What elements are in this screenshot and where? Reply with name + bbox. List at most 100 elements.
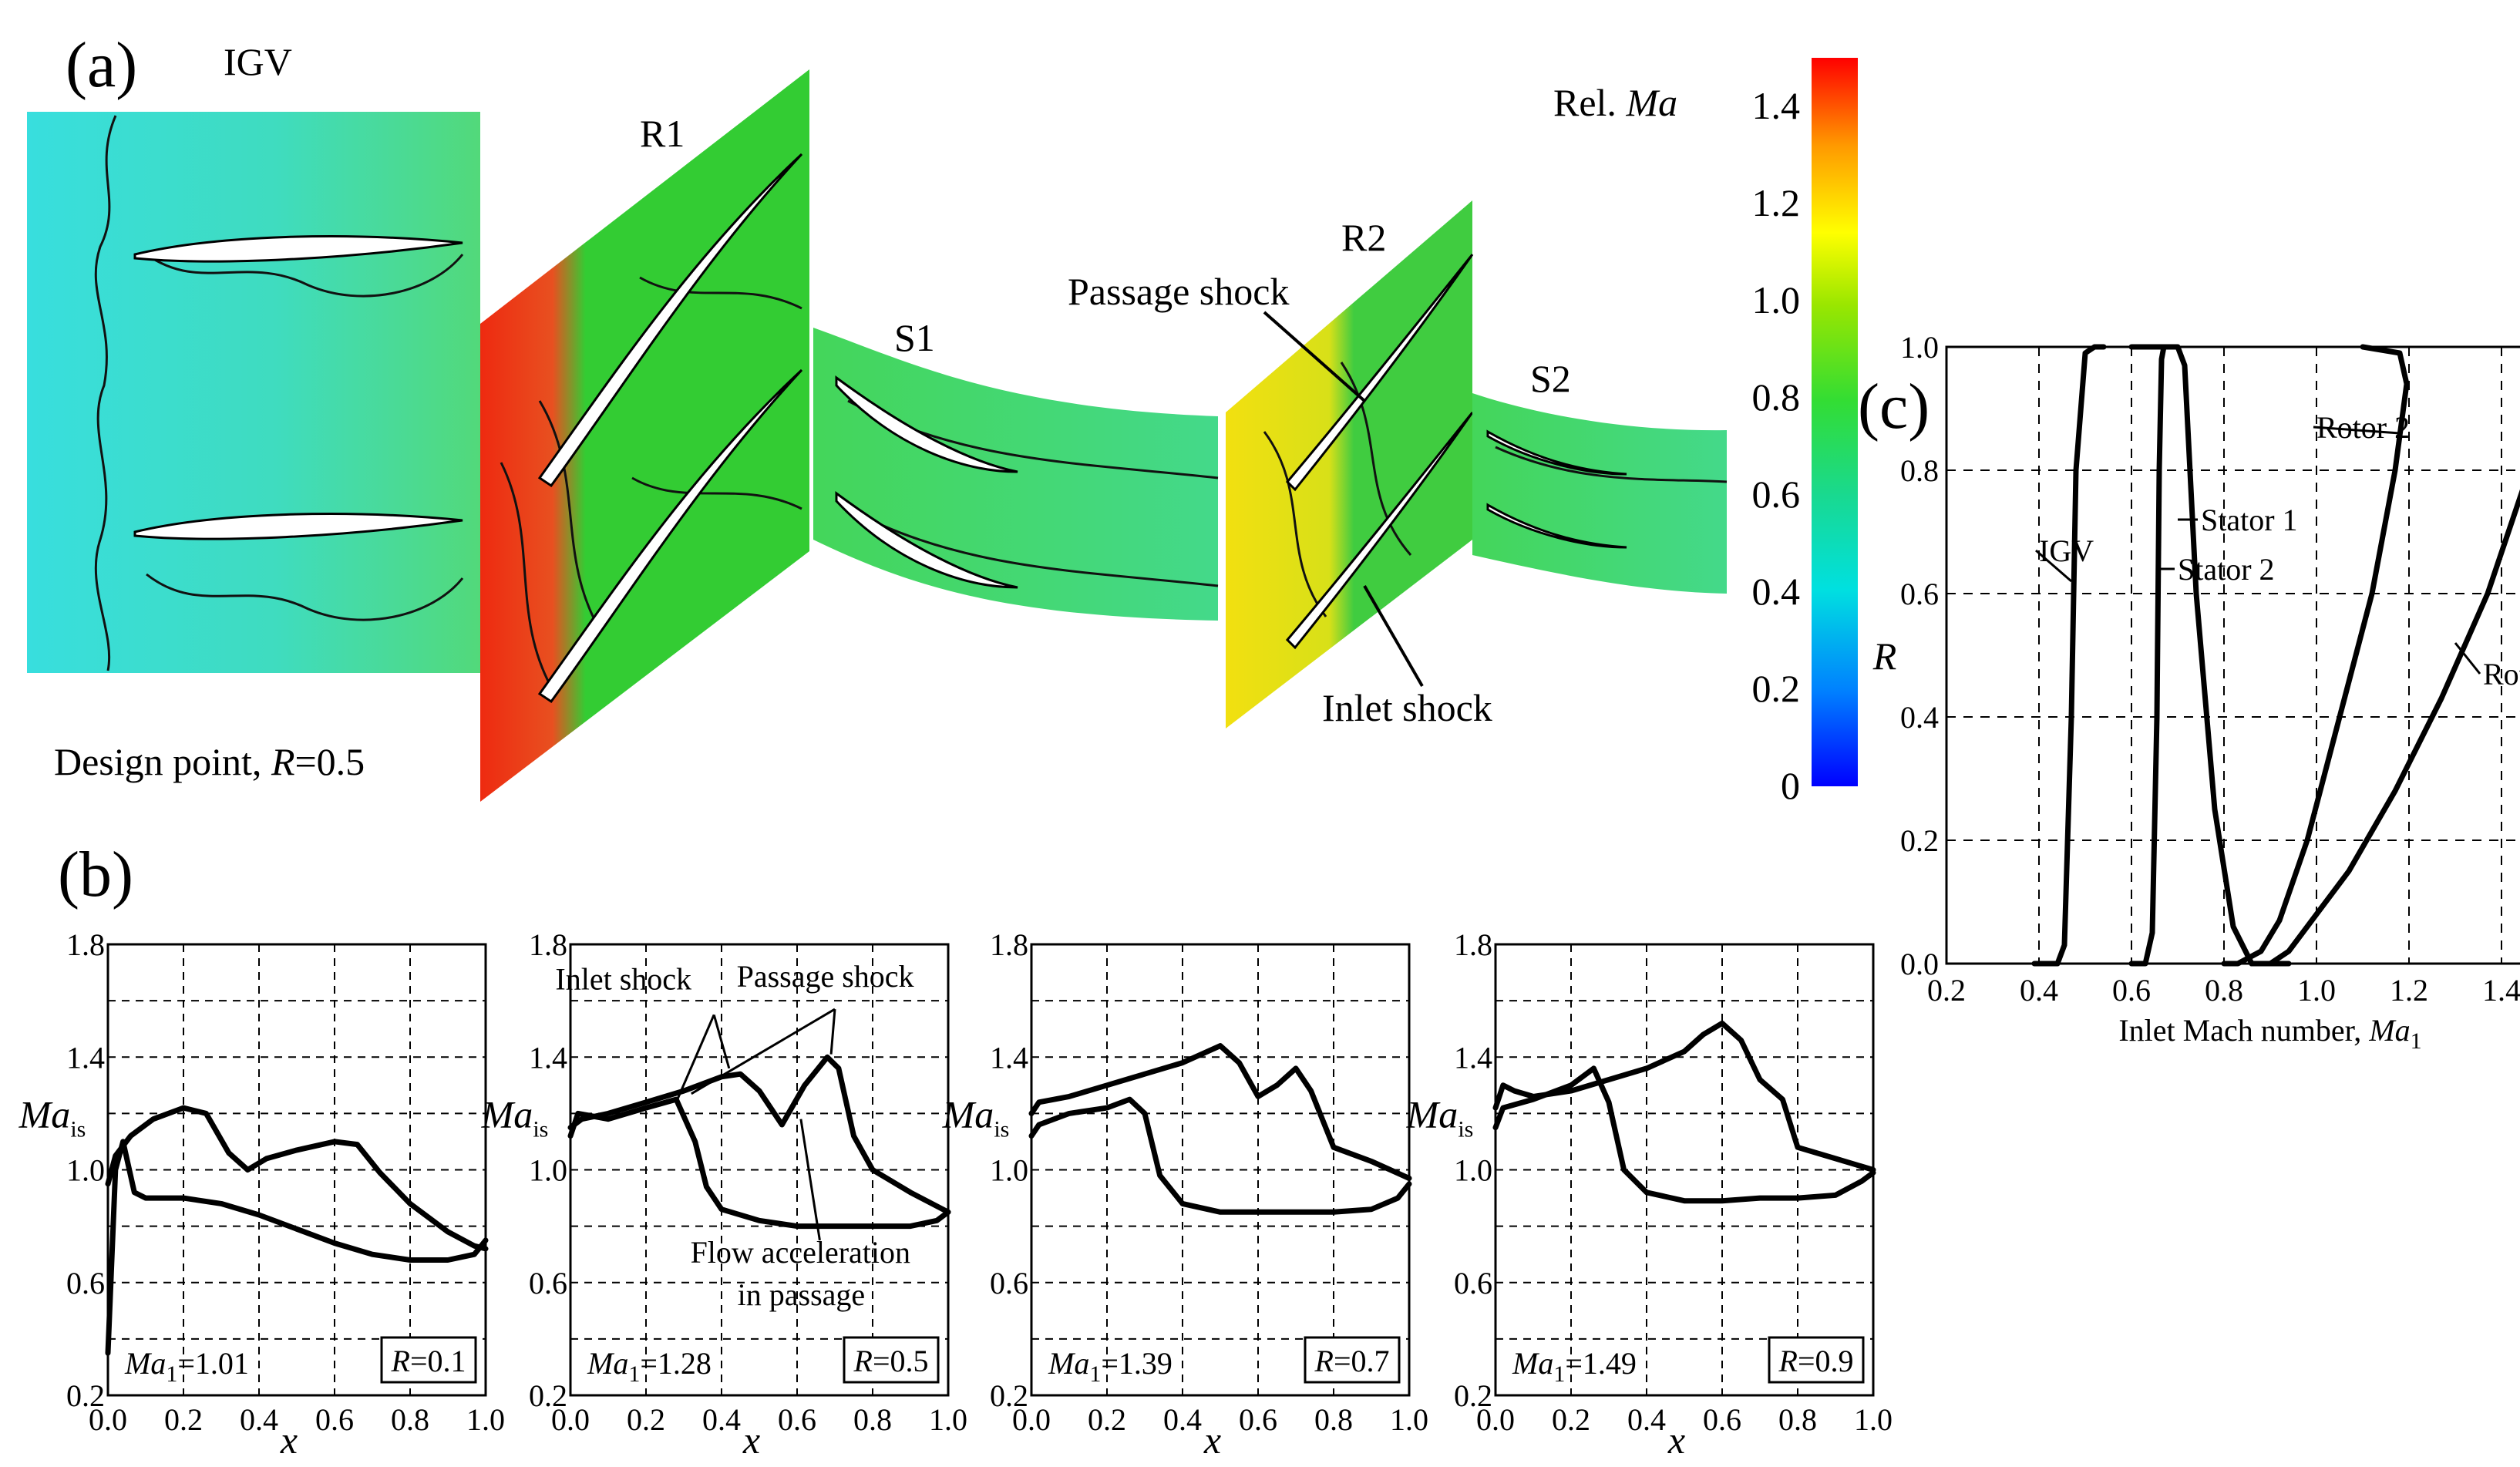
y-tick-label: 1.4	[990, 1040, 1028, 1075]
series-label: Rotor 1	[2483, 657, 2520, 691]
r1-row: R1	[480, 69, 809, 802]
series-line-lower	[1492, 1065, 1876, 1204]
x-tick-label: 0.8	[1778, 1402, 1817, 1437]
x-tick-label: 0.0	[1012, 1402, 1051, 1437]
x-tick-label: 0.2	[1088, 1402, 1126, 1437]
colorbar-tick-label: 0.2	[1752, 667, 1801, 710]
flow-acceleration-annotation: in passage	[738, 1277, 866, 1312]
x-tick-label: 0.4	[1627, 1402, 1666, 1437]
r2-contour-line	[1263, 431, 1327, 617]
series-label: Stator 1	[2201, 503, 2298, 537]
y-tick-label: 0.6	[990, 1266, 1028, 1300]
series-label-leader	[2035, 549, 2072, 583]
panel-a: (a) IGV R1 S1	[27, 29, 1858, 807]
y-tick-label: 1.0	[1900, 330, 1939, 365]
s1-blade	[835, 491, 1018, 589]
series-line-upper	[1028, 1043, 1412, 1181]
x-tick-label: 0.6	[778, 1402, 816, 1437]
y-tick-label: 0.2	[1454, 1378, 1492, 1413]
y-tick-label: 1.8	[990, 927, 1028, 962]
annotation-leader	[829, 1008, 836, 1055]
y-tick-label: 0.6	[1900, 577, 1939, 611]
series-line-lower	[567, 1096, 951, 1230]
colorbar-ticks: 0 0.2 0.4 0.6 0.8 1.0 1.2 1.4	[1752, 84, 1801, 807]
r2-row: R2	[1226, 200, 1474, 728]
x-tick-label: 0.4	[1163, 1402, 1202, 1437]
passage-shock-leader	[1263, 311, 1366, 402]
inlet-mach-label: Ma1=1.39	[1048, 1346, 1173, 1387]
s1-row-label: S1	[894, 316, 935, 359]
r1-contour-field	[480, 69, 809, 802]
x-axis-label: x	[1667, 1418, 1685, 1462]
y-tick-label: 0.0	[1900, 947, 1939, 981]
chart-b3: 0.0 0.2 0.4 0.6 0.8 1.00.20.61.01.41.8xMaisMa…	[942, 927, 1428, 1462]
series-line-rotor-1	[2249, 489, 2520, 967]
s1-contour-field	[813, 328, 1218, 621]
inlet-mach-label: Ma1=1.28	[587, 1346, 712, 1387]
s2-blade	[1486, 429, 1627, 476]
series-line-upper	[567, 1054, 951, 1215]
series-label-leader	[2313, 426, 2401, 435]
s1-blade	[835, 375, 1018, 473]
x-tick-label: 0.0	[89, 1402, 127, 1437]
y-tick-label: 0.6	[1454, 1266, 1492, 1300]
r2-blade	[1285, 254, 1474, 492]
colorbar-tick-label: 1.2	[1752, 181, 1801, 224]
y-axis-label: R	[1872, 634, 1897, 678]
y-tick-label: 1.4	[66, 1040, 105, 1075]
series-line-lower	[1028, 1096, 1412, 1215]
x-tick-label: 1.2	[2390, 973, 2428, 1008]
igv-row-label: IGV	[224, 40, 292, 83]
y-tick-label: 0.2	[1900, 823, 1939, 858]
x-tick-label: 0.4	[702, 1402, 741, 1437]
series-line-upper	[1492, 1020, 1876, 1173]
x-tick-label: 1.0	[1854, 1402, 1893, 1437]
series-label: IGV	[2039, 533, 2094, 568]
x-tick-label: 0.6	[1239, 1402, 1277, 1437]
panel-c: (c) 0.20.40.60.81.01.21.41.60.00.20.40.6…	[1858, 330, 2520, 1054]
y-tick-label: 0.2	[66, 1378, 105, 1413]
series-line-stator-2	[2128, 344, 2172, 967]
y-tick-label: 0.6	[529, 1266, 567, 1300]
r2-blade	[1285, 412, 1474, 650]
series-line-upper	[105, 1105, 489, 1252]
y-tick-label: 1.4	[529, 1040, 567, 1075]
series-line-rotor-2	[2221, 344, 2410, 967]
x-tick-label: 1.4	[2482, 973, 2520, 1008]
s1-row: S1	[813, 316, 1219, 621]
y-tick-label: 1.4	[1454, 1040, 1492, 1075]
y-axis-label: Mais	[1406, 1093, 1474, 1142]
r-value-box	[380, 1336, 477, 1384]
r1-row-label: R1	[640, 112, 685, 155]
igv-blade	[133, 513, 463, 540]
igv-blade	[133, 235, 463, 263]
s2-contour-field	[1472, 393, 1727, 594]
y-axis-label: Mais	[481, 1093, 549, 1142]
igv-contour-line	[146, 573, 464, 621]
x-tick-label: 0.6	[2112, 973, 2151, 1008]
annotation-leader	[691, 1008, 836, 1095]
plot-frame	[1945, 345, 2520, 965]
x-axis-label: x	[742, 1418, 760, 1462]
series-line-lower	[105, 1139, 489, 1356]
colorbar-tick-label: 0.6	[1752, 473, 1801, 516]
igv-contour-line	[94, 115, 117, 671]
passage-shock-label: Passage shock	[1068, 270, 1289, 313]
r1-blade	[537, 153, 803, 488]
y-tick-label: 1.8	[1454, 927, 1492, 962]
chart-b4: 0.0 0.2 0.4 0.6 0.8 1.00.20.61.01.41.8xMaisMa…	[1406, 927, 1893, 1462]
x-tick-label: 0.4	[2020, 973, 2058, 1008]
series-line-igv	[2031, 344, 2107, 967]
inlet-mach-label: Ma1=1.49	[1512, 1346, 1637, 1387]
x-tick-label: 0.8	[1314, 1402, 1353, 1437]
panel-b-label: (b)	[58, 839, 133, 910]
r2-contour-line	[1340, 362, 1412, 556]
r-value-box	[1304, 1336, 1401, 1384]
colorbar	[1812, 58, 1858, 786]
inlet-shock-annotation: Inlet shock	[555, 962, 691, 997]
y-tick-label: 1.8	[529, 927, 567, 962]
r1-contour-line	[631, 476, 802, 510]
s2-row-label: S2	[1530, 357, 1571, 400]
inlet-shock-label: Inlet shock	[1322, 686, 1492, 729]
